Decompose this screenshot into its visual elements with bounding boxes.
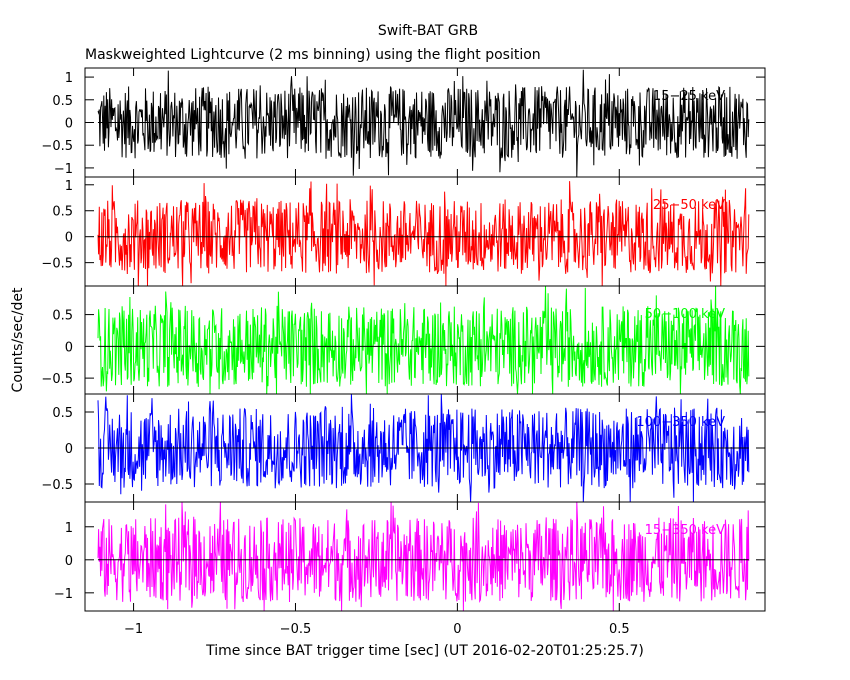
panel-3: 100−350 keV 0.5 0 −0.5: [41, 393, 766, 503]
series-label-4: 15−350 keV: [645, 523, 725, 538]
y-tick-label-1-3: −0.5: [41, 257, 73, 272]
y-tick-label-1-2: 0: [65, 231, 73, 246]
y-tick-label-3-1: 0: [65, 442, 73, 457]
series-trace-1: [97, 181, 750, 287]
y-tick-label-0-2: 0: [65, 117, 73, 132]
y-tick-label-3-2: −0.5: [41, 478, 73, 493]
x-tick-label-1: −0.5: [280, 622, 312, 637]
x-tick-label-0: −1: [124, 622, 143, 637]
y-tick-label-2-1: 0: [65, 340, 73, 355]
series-label-3: 100−350 keV: [636, 415, 725, 430]
y-tick-label-2-0: 0.5: [52, 309, 73, 324]
y-tick-label-0-4: −1: [54, 162, 73, 177]
y-tick-label-0-3: −0.5: [41, 139, 73, 154]
chart-subtitle: Maskweighted Lightcurve (2 ms binning) u…: [85, 47, 541, 63]
y-tick-label-4-0: 1: [65, 521, 73, 536]
y-tick-label-4-2: −1: [54, 587, 73, 602]
y-tick-label-1-0: 1: [65, 179, 73, 194]
series-label-2: 50−100 keV: [645, 307, 725, 322]
y-tick-label-4-1: 0: [65, 554, 73, 569]
series-trace-4: [97, 501, 750, 612]
x-tick-label-3: 0.5: [609, 622, 630, 637]
series-trace-0: [97, 69, 750, 177]
panel-4: 15−350 keV 1 0 −1: [54, 501, 766, 612]
series-trace-2: [97, 285, 750, 395]
series-label-1: 25−50 keV: [653, 198, 725, 213]
x-axis-label: Time since BAT trigger time [sec] (UT 20…: [205, 643, 644, 659]
y-tick-label-2-2: −0.5: [41, 372, 73, 387]
panel-1: 25−50 keV 1 0.5 0 −0.5: [41, 176, 766, 287]
y-tick-label-1-1: 0.5: [52, 205, 73, 220]
y-tick-label-0-1: 0.5: [52, 94, 73, 109]
y-axis-label: Counts/sec/det: [10, 287, 26, 392]
y-tick-label-3-0: 0.5: [52, 406, 73, 421]
panel-2: 50−100 keV 0.5 0 −0.5: [41, 285, 766, 395]
chart-title: Swift-BAT GRB: [378, 23, 478, 39]
series-label-0: 15−25 keV: [653, 89, 725, 104]
x-tick-label-2: 0: [453, 622, 461, 637]
panel-0: 15−25 keV 1 0.5 0 −0.5 −1: [41, 67, 766, 178]
y-tick-label-0-0: 1: [65, 71, 73, 86]
series-trace-3: [97, 393, 750, 503]
panel-frame-4: [84, 501, 766, 612]
